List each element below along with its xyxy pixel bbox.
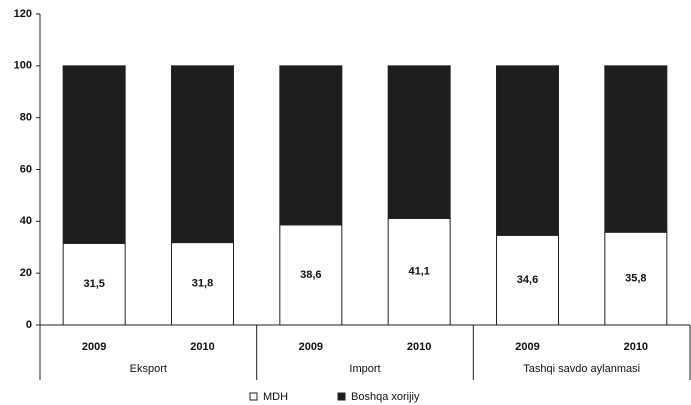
data-label: 35,8 — [625, 273, 646, 285]
group-label: Eksport — [130, 363, 167, 375]
y-tick-label: 60 — [20, 163, 32, 175]
group-label: Import — [349, 363, 380, 375]
legend-label: Boshqa xorijiy — [351, 391, 420, 403]
bar-segment — [62, 242, 126, 326]
bar-segment — [279, 65, 343, 226]
y-tick-label: 40 — [20, 215, 32, 227]
data-label: 31,8 — [192, 278, 213, 290]
bar-segment — [62, 65, 126, 244]
bar-segment — [387, 65, 451, 219]
legend-label: MDH — [263, 391, 288, 403]
x-tick-label: 2009 — [299, 341, 323, 353]
bar-segment — [171, 242, 234, 326]
x-tick-label: 2010 — [190, 341, 214, 353]
x-tick-label: 2009 — [515, 341, 539, 353]
bar-segment — [279, 224, 343, 326]
bar-segment — [171, 65, 234, 244]
data-label: 34,6 — [517, 274, 538, 286]
legend-swatch — [249, 392, 258, 401]
x-tick-label: 2009 — [82, 341, 106, 353]
legend-swatch — [337, 392, 346, 401]
x-tick-label: 2010 — [624, 341, 648, 353]
group-label: Tashqi savdo aylanmasi — [523, 363, 640, 375]
bar-segment — [387, 217, 451, 326]
y-tick-label: 100 — [14, 60, 32, 72]
x-tick-label: 2010 — [407, 341, 431, 353]
y-tick-label: 120 — [14, 8, 32, 20]
data-label: 31,5 — [83, 278, 104, 290]
data-label: 41,1 — [408, 266, 429, 278]
data-label: 38,6 — [300, 269, 321, 281]
y-tick-label: 80 — [20, 112, 32, 124]
bar-segment — [604, 231, 668, 326]
bar-segment — [604, 65, 668, 233]
bar-segment — [496, 234, 559, 326]
y-tick-label: 20 — [20, 267, 32, 279]
y-tick-label: 0 — [26, 319, 32, 331]
bar-segment — [496, 65, 559, 236]
